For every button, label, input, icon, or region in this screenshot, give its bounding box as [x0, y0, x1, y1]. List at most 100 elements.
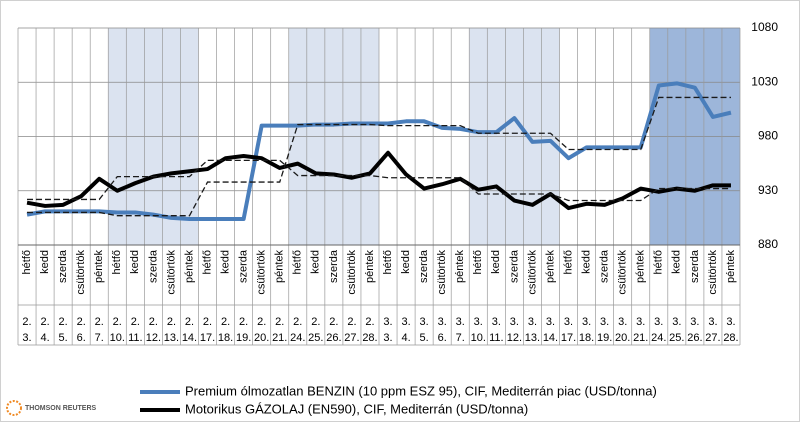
x-tick-label: szerda — [328, 249, 340, 283]
date-label: 11. — [489, 332, 503, 344]
date-label: 3. — [492, 316, 501, 328]
x-tick-label: péntek — [635, 250, 647, 284]
date-label: 18. — [579, 332, 594, 344]
x-tick-label: kedd — [39, 250, 51, 274]
date-label: 28. — [362, 332, 377, 344]
x-tick-label: péntek — [454, 250, 466, 284]
date-label: 2. — [131, 316, 140, 328]
series-line — [26, 150, 731, 211]
legend-label: Premium ólmozatlan BENZIN (10 ppm ESZ 95… — [185, 383, 657, 398]
date-label: 2. — [77, 316, 86, 328]
date-label: 3. — [474, 316, 483, 328]
date-label: 2. — [329, 316, 338, 328]
date-label: 2. — [185, 316, 194, 328]
date-label: 6. — [438, 332, 447, 344]
date-label: 2. — [149, 316, 158, 328]
date-label: 5. — [59, 332, 68, 344]
date-label: 2. — [275, 316, 284, 328]
date-label: 2. — [167, 316, 176, 328]
x-tick-label: péntek — [274, 250, 286, 284]
date-label: 3. — [546, 316, 555, 328]
date-label: 2. — [22, 316, 31, 328]
date-label: 3. — [528, 316, 537, 328]
date-label: 24. — [290, 332, 305, 344]
date-label: 28. — [723, 332, 738, 344]
y-tick-label: 1080 — [751, 20, 778, 34]
x-tick-label: szerda — [238, 249, 250, 283]
date-label: 14. — [182, 332, 197, 344]
date-label: 2. — [221, 316, 230, 328]
date-label: 19. — [597, 332, 612, 344]
date-label: 3. — [456, 316, 465, 328]
x-tick-label: szerda — [689, 249, 701, 283]
x-tick-label: szerda — [147, 249, 159, 283]
x-tick-label: hétfő — [292, 250, 304, 274]
date-label: 4. — [40, 332, 49, 344]
date-label: 12. — [146, 332, 161, 344]
x-tick-label: hétfő — [653, 250, 665, 274]
date-label: 3. — [726, 316, 735, 328]
date-label: 14. — [543, 332, 558, 344]
date-label: 2. — [203, 316, 212, 328]
date-label: 3. — [420, 316, 429, 328]
x-tick-label: kedd — [310, 250, 322, 274]
x-tick-label: hétfő — [562, 250, 574, 274]
x-tick-label: kedd — [580, 250, 592, 274]
date-label: 3. — [636, 316, 645, 328]
date-label: 3. — [383, 316, 392, 328]
x-tick-label: csütörtök — [346, 250, 358, 295]
date-label: 27. — [705, 332, 720, 344]
logo-text: THOMSON REUTERS — [25, 405, 97, 412]
date-label: 25. — [308, 332, 323, 344]
x-tick-label: csütörtök — [165, 250, 177, 295]
date-label: 3. — [438, 316, 447, 328]
date-label: 3. — [708, 316, 717, 328]
legend-label: Motorikus GÁZOLAJ (EN590), CIF, Mediterr… — [185, 401, 528, 416]
date-label: 26. — [326, 332, 341, 344]
x-tick-label: hétfő — [21, 250, 33, 274]
date-label: 2. — [40, 316, 49, 328]
x-tick-label: szerda — [57, 249, 69, 283]
x-tick-label: péntek — [544, 250, 556, 284]
x-tick-label: péntek — [364, 250, 376, 284]
x-tick-label: hétfő — [382, 250, 394, 274]
x-tick-label: csütörtök — [256, 250, 268, 295]
date-label: 21. — [272, 332, 287, 344]
date-label: 20. — [254, 332, 269, 344]
x-tick-label: csütörtök — [707, 250, 719, 295]
x-tick-label: hétfő — [111, 250, 123, 274]
date-label: 3. — [564, 316, 573, 328]
date-label: 3. — [690, 316, 699, 328]
date-label: 10. — [110, 332, 125, 344]
date-label: 3. — [510, 316, 519, 328]
date-label: 19. — [236, 332, 251, 344]
date-label: 2. — [59, 316, 68, 328]
average-line — [27, 96, 731, 217]
y-tick-label: 980 — [758, 129, 778, 143]
date-label: 2. — [113, 316, 122, 328]
logo-icon — [6, 400, 22, 416]
date-label: 7. — [456, 332, 465, 344]
date-label: 26. — [687, 332, 702, 344]
x-tick-label: szerda — [418, 249, 430, 283]
date-label: 3. — [672, 316, 681, 328]
date-label: 3. — [401, 316, 410, 328]
date-label: 2. — [95, 316, 104, 328]
date-label: 24. — [651, 332, 666, 344]
date-label: 7. — [95, 332, 104, 344]
x-tick-label: csütörtök — [436, 250, 448, 295]
y-tick-label: 930 — [758, 183, 778, 197]
date-label: 13. — [525, 332, 540, 344]
date-label: 5. — [420, 332, 429, 344]
date-label: 2. — [239, 316, 248, 328]
x-tick-label: szerda — [599, 249, 611, 283]
x-tick-label: kedd — [671, 250, 683, 274]
date-label: 3. — [600, 316, 609, 328]
date-label: 2. — [311, 316, 320, 328]
date-label: 10. — [471, 332, 486, 344]
date-label: 2. — [365, 316, 374, 328]
x-tick-label: hétfő — [472, 250, 484, 274]
date-label: 6. — [77, 332, 86, 344]
